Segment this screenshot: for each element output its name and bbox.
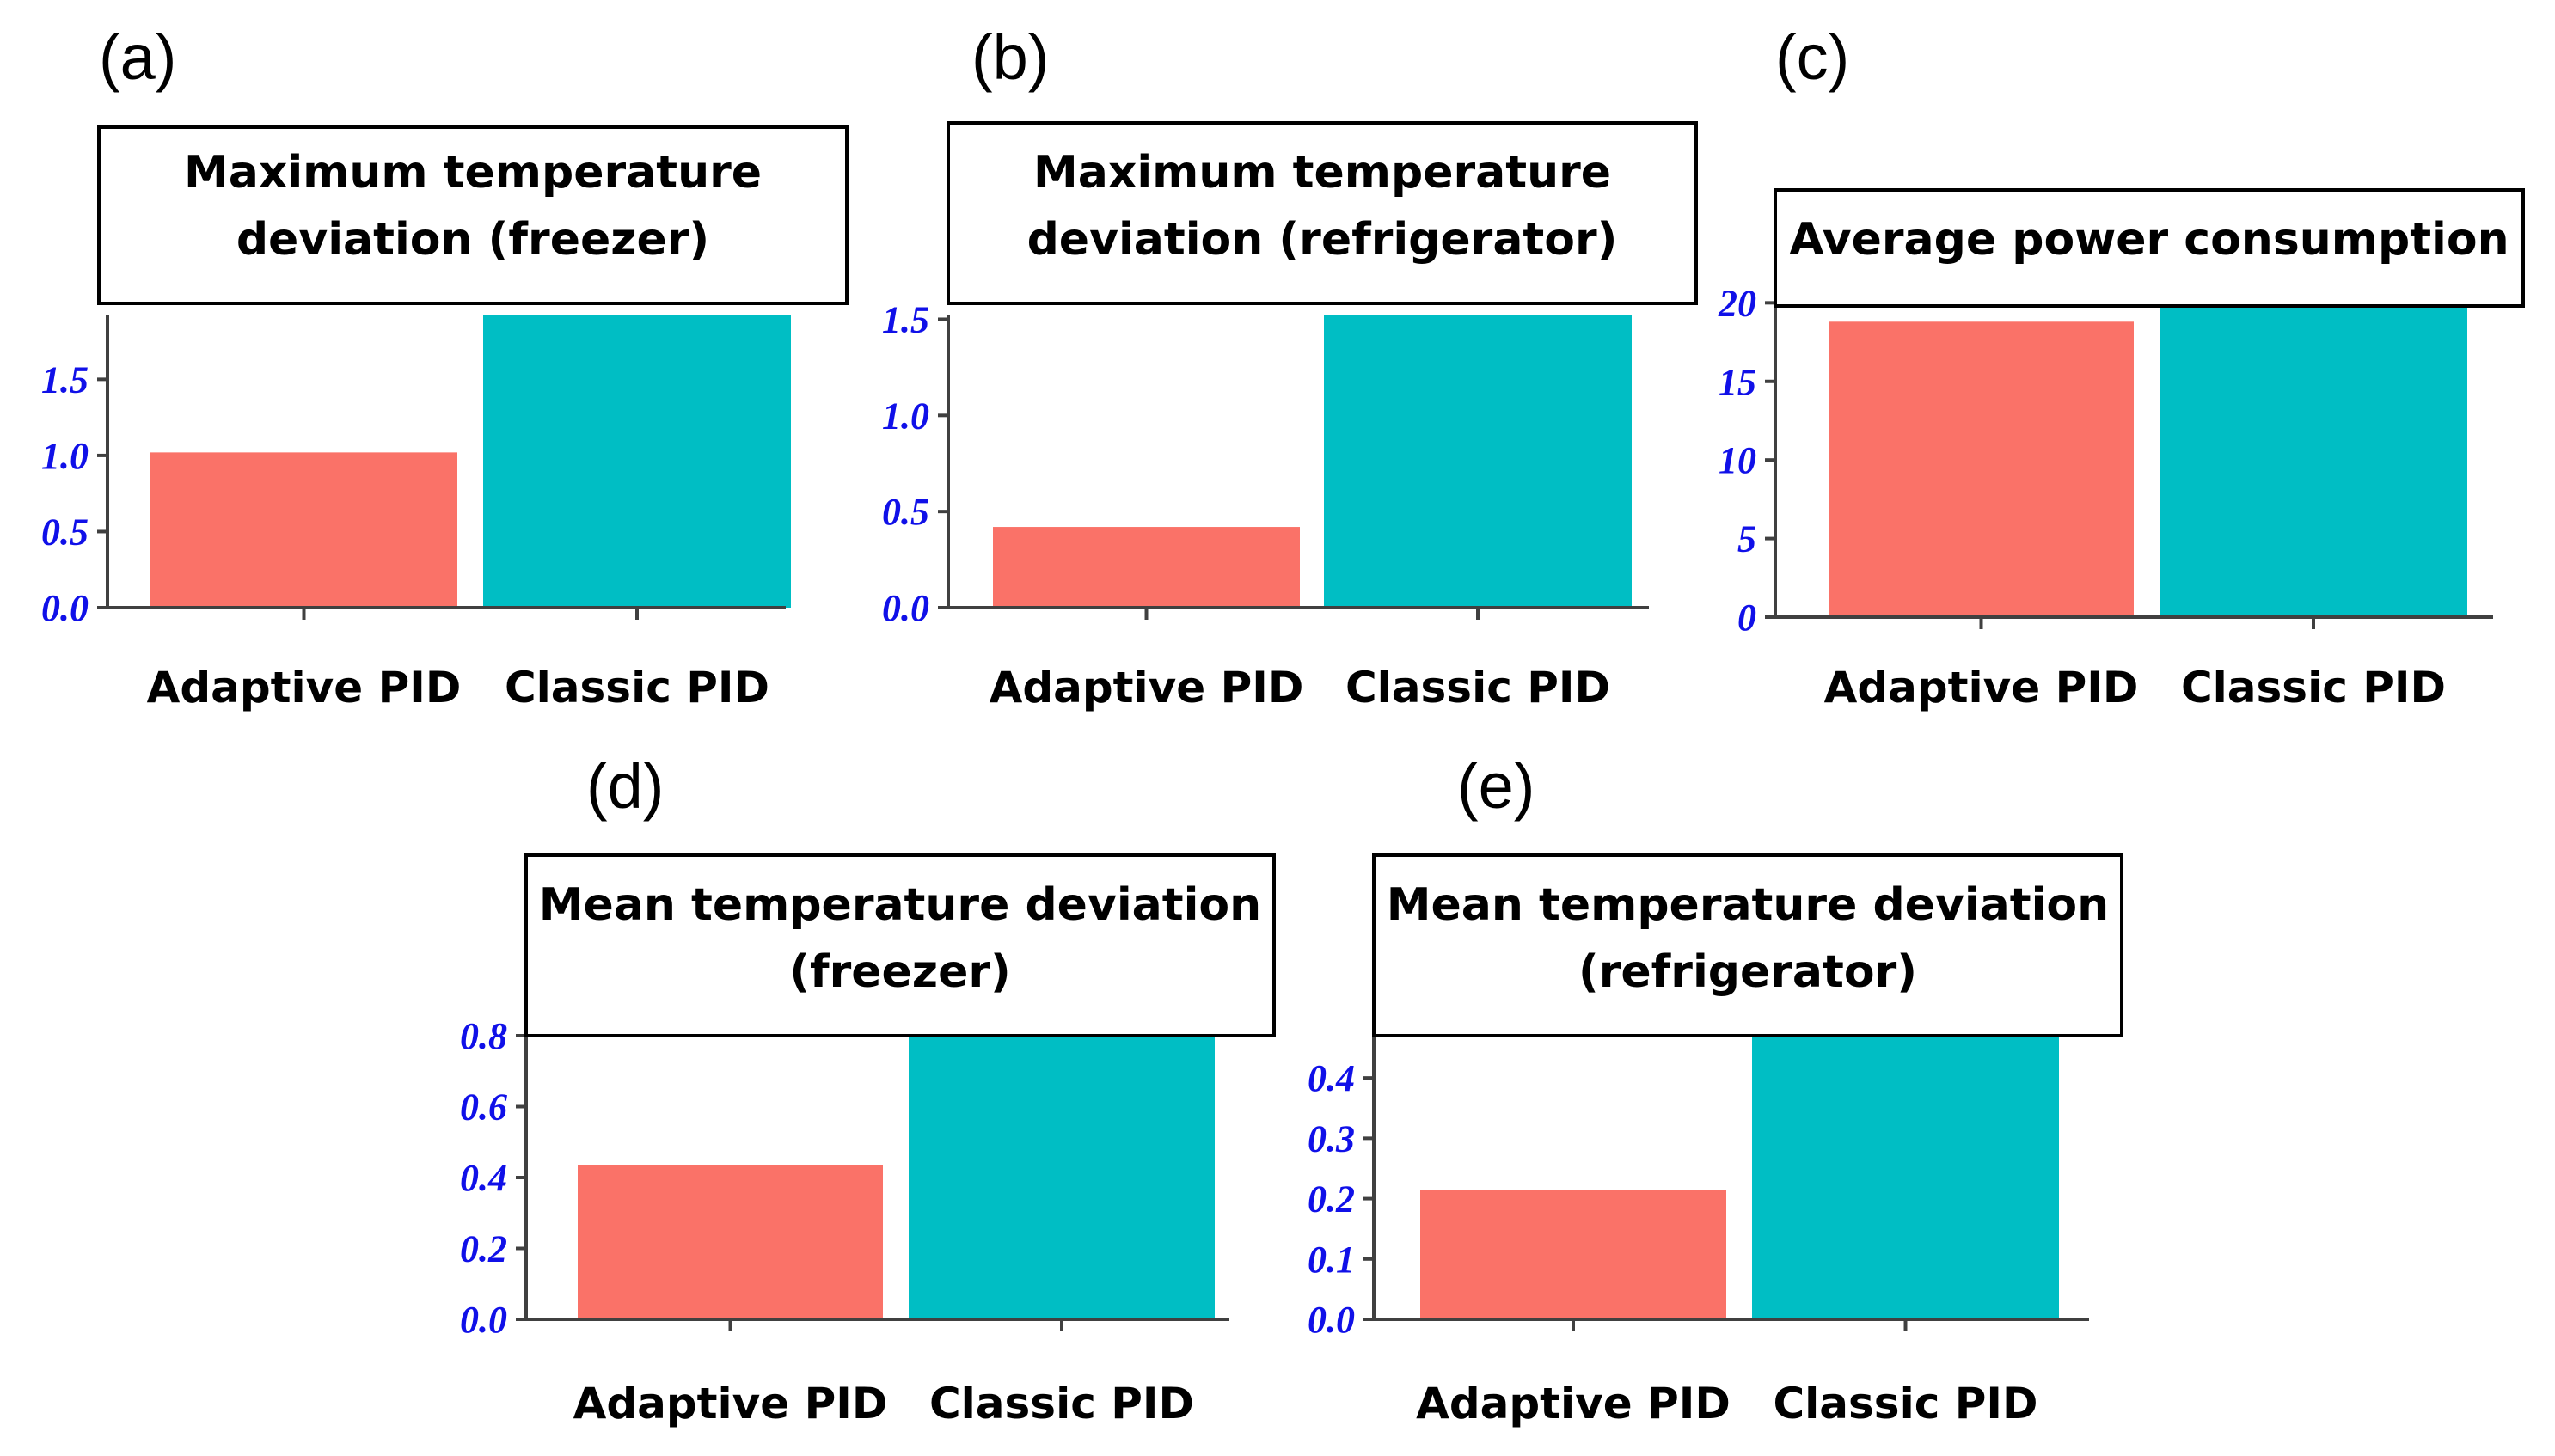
title-box-d (524, 853, 1276, 1037)
category-label-c-1: Classic PID (2181, 663, 2446, 713)
chart-title-d-line-1: (freezer) (789, 946, 1011, 998)
y-tick-label-d-1: 0.2 (460, 1228, 507, 1270)
panel-label-a: (a) (99, 21, 176, 93)
panel-label-c: (c) (1775, 21, 1849, 93)
title-box-e (1372, 853, 2123, 1037)
y-tick-label-d-3: 0.6 (460, 1086, 507, 1129)
bar-d-classic-pid (909, 1036, 1215, 1319)
title-box-c (1774, 188, 2525, 308)
y-tick-label-a-0: 0.0 (41, 587, 89, 629)
y-tick-label-e-2: 0.2 (1308, 1178, 1355, 1220)
y-tick-label-c-2: 10 (1719, 439, 1756, 481)
y-tick-label-a-2: 1.0 (41, 435, 89, 477)
bar-e-adaptive-pid (1420, 1190, 1726, 1319)
title-box-a (97, 125, 849, 305)
panel-label-b: (b) (971, 21, 1049, 93)
y-tick-label-e-3: 0.3 (1308, 1117, 1355, 1159)
y-tick-label-a-3: 1.5 (41, 358, 89, 401)
y-tick-label-c-1: 5 (1737, 518, 1756, 560)
panel-label-e: (e) (1457, 750, 1535, 822)
bar-c-adaptive-pid (1829, 321, 2134, 617)
chart-title-b-line-1: deviation (refrigerator) (1027, 214, 1618, 266)
category-label-b-0: Adaptive PID (990, 663, 1304, 713)
y-tick-label-c-3: 15 (1719, 361, 1756, 403)
bar-e-classic-pid (1752, 1036, 2059, 1319)
y-tick-label-b-1: 0.5 (882, 491, 929, 533)
bar-a-adaptive-pid (150, 452, 457, 608)
y-tick-label-e-4: 0.4 (1308, 1057, 1355, 1099)
y-tick-label-b-3: 1.5 (882, 298, 929, 340)
y-tick-label-b-2: 1.0 (882, 395, 929, 437)
chart-title-d-line-0: Mean temperature deviation (539, 879, 1261, 931)
y-tick-label-a-1: 0.5 (41, 511, 89, 553)
category-label-a-1: Classic PID (505, 663, 769, 713)
category-label-e-0: Adaptive PID (1416, 1379, 1731, 1428)
y-tick-label-c-0: 0 (1737, 596, 1756, 639)
chart-title-c-line-0: Average power consumption (1789, 214, 2509, 266)
bar-c-classic-pid (2160, 306, 2467, 617)
chart-title-e-line-0: Mean temperature deviation (1387, 879, 2109, 931)
y-tick-label-d-0: 0.0 (460, 1299, 507, 1341)
chart-title-a-line-0: Maximum temperature (184, 147, 762, 199)
chart-title-e-line-1: (refrigerator) (1578, 946, 1917, 998)
bar-b-adaptive-pid (993, 527, 1300, 608)
chart-title-a-line-1: deviation (freezer) (236, 214, 709, 266)
category-label-c-0: Adaptive PID (1824, 663, 2139, 713)
bar-a-classic-pid (483, 315, 791, 608)
category-label-e-1: Classic PID (1773, 1379, 2037, 1428)
y-tick-label-e-0: 0.0 (1308, 1299, 1355, 1341)
category-label-a-0: Adaptive PID (147, 663, 462, 713)
category-label-d-1: Classic PID (929, 1379, 1194, 1428)
y-tick-label-b-0: 0.0 (882, 587, 929, 629)
bar-d-adaptive-pid (578, 1165, 883, 1319)
y-tick-label-e-1: 0.1 (1308, 1239, 1355, 1281)
category-label-d-0: Adaptive PID (573, 1379, 888, 1428)
y-tick-label-d-2: 0.4 (460, 1157, 507, 1199)
category-label-b-1: Classic PID (1345, 663, 1610, 713)
bar-b-classic-pid (1324, 315, 1632, 608)
y-tick-label-c-4: 20 (1718, 282, 1756, 324)
panel-label-d: (d) (586, 750, 664, 822)
y-tick-label-d-4: 0.8 (460, 1015, 507, 1057)
chart-title-b-line-0: Maximum temperature (1033, 147, 1611, 199)
title-box-b (947, 121, 1698, 305)
